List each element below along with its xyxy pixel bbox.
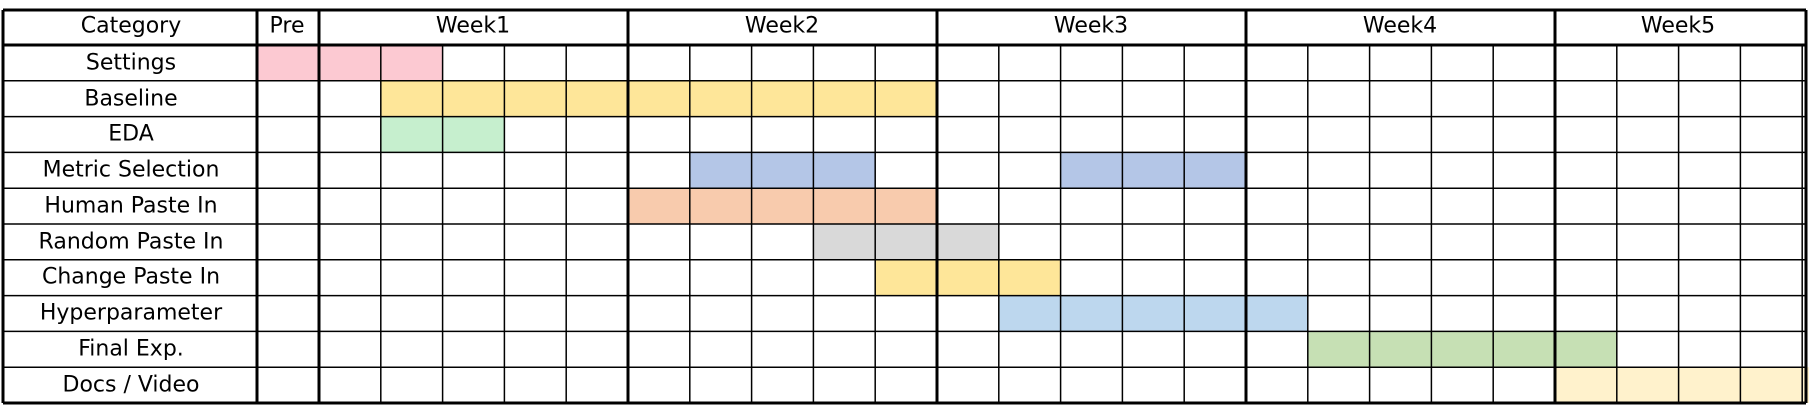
task-cell-docs-video-22 — [1616, 367, 1679, 403]
header-week-5: Week5 — [1641, 14, 1715, 39]
task-cell-baseline-9 — [813, 80, 876, 117]
row-label-final-exp: Final Exp. — [78, 337, 184, 362]
task-cell-hyperparameter-12 — [998, 295, 1061, 332]
header-week-4: Week4 — [1363, 14, 1437, 39]
header-week-3: Week3 — [1054, 14, 1128, 39]
row-label-docs-video: Docs / Video — [63, 373, 200, 398]
task-cell-baseline-7 — [689, 80, 752, 117]
task-cell-metric-selection-13 — [1060, 152, 1123, 189]
task-cell-eda-3 — [442, 116, 505, 153]
header-pre: Pre — [270, 14, 305, 39]
task-cell-baseline-5 — [566, 80, 628, 117]
task-cell-human-paste-in-10 — [875, 188, 937, 224]
task-cell-hyperparameter-14 — [1122, 295, 1185, 332]
row-label-human-paste-in: Human Paste In — [44, 194, 217, 219]
task-cell-human-paste-in-6 — [628, 188, 690, 224]
grid-lines — [1, 8, 1808, 405]
task-cell-docs-video-23 — [1678, 367, 1741, 403]
row-label-change-paste-in: Change Paste In — [42, 265, 220, 290]
task-cell-final-exp--19 — [1431, 331, 1494, 368]
header-category: Category — [81, 14, 182, 39]
task-cell-baseline-6 — [628, 80, 690, 117]
row-label-metric-selection: Metric Selection — [43, 158, 220, 183]
task-cell-random-paste-in-9 — [813, 224, 876, 260]
row-label-baseline: Baseline — [84, 87, 177, 112]
task-bars — [257, 45, 1809, 403]
task-cell-human-paste-in-9 — [813, 188, 876, 224]
task-cell-human-paste-in-7 — [689, 188, 752, 224]
task-cell-eda-2 — [380, 116, 443, 153]
task-cell-random-paste-in-11 — [937, 224, 999, 260]
task-cell-random-paste-in-10 — [875, 224, 937, 260]
task-cell-baseline-2 — [380, 80, 443, 117]
task-cell-baseline-8 — [751, 80, 814, 117]
task-cell-final-exp--20 — [1493, 331, 1555, 368]
task-cell-metric-selection-14 — [1122, 152, 1185, 189]
task-cell-hyperparameter-15 — [1184, 295, 1246, 332]
task-cell-settings-1 — [319, 45, 381, 81]
task-cell-metric-selection-7 — [689, 152, 752, 189]
task-cell-baseline-3 — [442, 80, 505, 117]
task-cell-final-exp--21 — [1555, 331, 1617, 368]
task-cell-docs-video-21 — [1555, 367, 1617, 403]
row-label-random-paste-in: Random Paste In — [39, 230, 224, 255]
task-cell-settings-0 — [257, 45, 319, 81]
task-cell-change-paste-in-10 — [875, 259, 937, 296]
row-label-hyperparameter: Hyperparameter — [40, 301, 223, 326]
task-cell-hyperparameter-16 — [1246, 295, 1308, 332]
labels: Category Pre Week1 Week2 Week3 Week4 Wee… — [39, 14, 1716, 398]
task-cell-human-paste-in-8 — [751, 188, 814, 224]
task-cell-change-paste-in-11 — [937, 259, 999, 296]
task-cell-baseline-4 — [504, 80, 567, 117]
task-cell-metric-selection-8 — [751, 152, 814, 189]
task-cell-metric-selection-9 — [813, 152, 876, 189]
task-cell-hyperparameter-13 — [1060, 295, 1123, 332]
task-cell-final-exp--18 — [1369, 331, 1432, 368]
task-cell-docs-video-24 — [1740, 367, 1803, 403]
task-cell-metric-selection-15 — [1184, 152, 1246, 189]
row-label-eda: EDA — [108, 122, 154, 147]
task-cell-final-exp--17 — [1307, 331, 1370, 368]
header-week-1: Week1 — [436, 14, 510, 39]
task-cell-baseline-10 — [875, 80, 937, 117]
task-cell-settings-2 — [380, 45, 443, 81]
task-cell-change-paste-in-12 — [998, 259, 1061, 296]
row-label-settings: Settings — [86, 51, 176, 76]
header-week-2: Week2 — [745, 14, 819, 39]
